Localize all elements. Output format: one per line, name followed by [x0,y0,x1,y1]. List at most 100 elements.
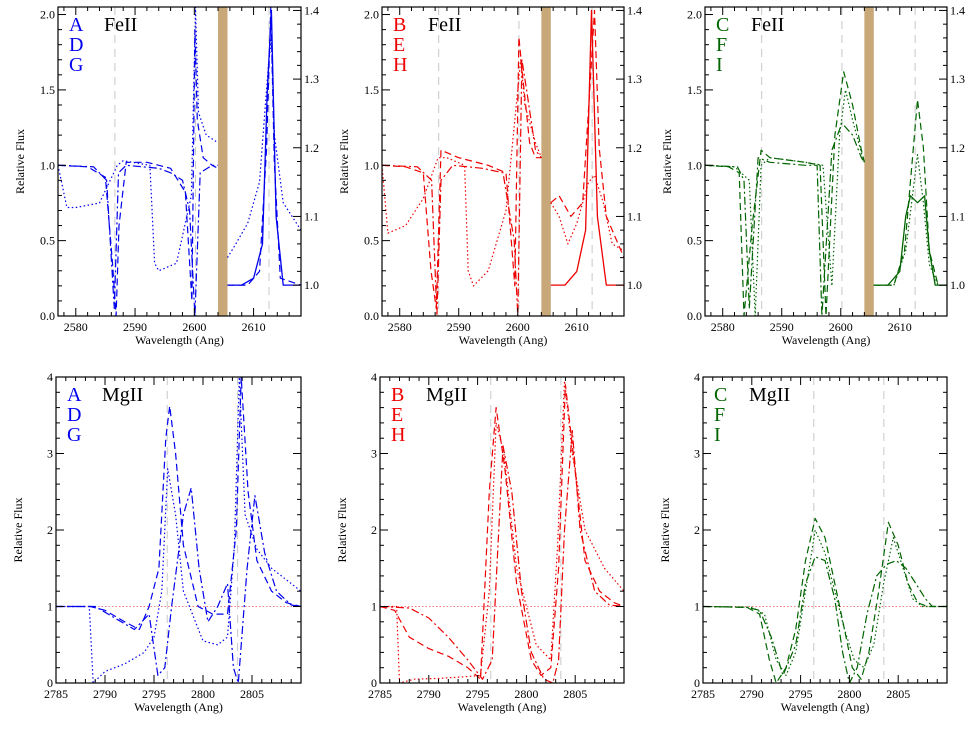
plot-area [56,377,301,683]
x-tick-label: 2610 [565,320,589,334]
right-y-tick-label: 1.4 [950,3,965,17]
panel-4: 2785 2790 2795 2800 2805 0 1 2 3 4 Wavelength (Ang… [11,370,302,714]
right-y-tick-label: 1.2 [950,141,965,155]
x-tick-label: 2800 [191,687,215,701]
y-axis-title: Relative Flux [337,129,351,194]
right-y-tick-label: 1.1 [627,209,642,223]
right-y-tick-label: 1.1 [304,209,319,223]
panel-1: 2580 2590 2600 2610 0.0 0.5 1.0 1.5 2.0 1.0 1.1 1.2… [13,3,319,347]
x-tick-label: 2600 [829,320,853,334]
plot-area [705,7,947,316]
panel-letter: D [67,404,81,426]
panel-letter: I [716,54,723,76]
panel-letter: I [714,424,721,446]
x-axis-title: Wavelength (Ang) [135,333,224,347]
right-y-tick-label: 1.3 [304,72,319,86]
x-axis-title: Wavelength (Ang) [458,700,547,714]
right-y-tick-label: 1.0 [627,278,642,292]
panel-letter: H [391,424,405,446]
x-tick-label: 2785 [368,687,392,701]
y-tick-label: 0.0 [687,309,702,323]
panel-letter: H [393,54,407,76]
x-tick-label: 2790 [93,687,117,701]
series-line-2 [705,89,865,316]
series-line-4 [550,9,624,286]
y-tick-label: 4 [694,370,700,384]
panel-letter: F [714,404,725,426]
y-tick-label: 1.0 [40,158,55,172]
series-line-2 [56,377,301,683]
x-tick-label: 2790 [417,687,441,701]
panel-5: 2785 2790 2795 2800 2805 0 1 2 3 4 Wavelength (Ang… [335,370,625,714]
panel-letter: A [67,384,82,406]
series-line-6 [226,37,301,258]
y-tick-label: 2 [371,523,377,537]
y-axis-title: Relative Flux [658,498,672,563]
series-line-1 [705,71,865,316]
plot-frame [379,376,625,684]
x-tick-label: 2600 [182,320,206,334]
x-tick-label: 2800 [514,687,538,701]
x-tick-label: 2795 [466,687,490,701]
y-tick-label: 2 [47,523,53,537]
x-tick-label: 2805 [563,687,587,701]
panel-letter: G [67,424,81,446]
panel-6: 2785 2790 2795 2800 2805 0 1 2 3 4 Wavelength (Ang… [658,370,948,714]
panel-letter: G [69,54,83,76]
y-tick-label: 2.0 [40,8,55,22]
y-tick-label: 0.0 [40,309,55,323]
x-tick-label: 2795 [142,687,166,701]
y-axis-title: Relative Flux [660,129,674,194]
x-axis-title: Wavelength (Ang) [781,700,870,714]
x-tick-label: 2590 [447,320,471,334]
right-y-tick-label: 1.2 [627,141,642,155]
y-tick-label: 0 [694,676,700,690]
y-tick-label: 0 [371,676,377,690]
series-line-6 [550,174,624,252]
y-tick-label: 0 [47,676,53,690]
y-tick-label: 2.0 [687,8,702,22]
y-tick-label: 3 [371,447,377,461]
panel-2: 2580 2590 2600 2610 0.0 0.5 1.0 1.5 2.0 1.0 1.1 1.2… [337,3,642,347]
x-tick-label: 2590 [123,320,147,334]
y-tick-label: 1.5 [40,83,55,97]
y-tick-label: 4 [47,370,53,384]
series-line-1 [380,384,624,680]
panel-letter: B [393,14,406,36]
x-tick-label: 2805 [240,687,264,701]
series-line-2 [58,7,219,272]
panel-letter: A [69,14,84,36]
series-line-5 [227,7,301,286]
plot-frame [702,376,948,684]
ion-label: MgII [426,384,467,406]
x-axis-title: Wavelength (Ang) [134,700,223,714]
series-line-1 [703,517,947,683]
series-line-3 [380,430,624,683]
right-y-tick-label: 1.1 [950,209,965,223]
series-line-3 [58,164,218,316]
series-line-1 [56,377,301,631]
right-y-tick-label: 1.0 [304,278,319,292]
x-axis-title: Wavelength (Ang) [459,333,548,347]
plot-area [382,7,624,316]
x-tick-label: 2805 [886,687,910,701]
y-axis-title: Relative Flux [11,498,25,563]
x-tick-label: 2580 [388,320,412,334]
series-line-6 [873,154,947,286]
y-tick-label: 0.5 [40,234,55,248]
ion-label: FeII [751,14,784,36]
series-line-2 [380,380,624,683]
masked-band [541,7,551,316]
y-tick-label: 1 [47,600,53,614]
series-line-4 [873,195,947,286]
plot-area [58,7,301,316]
x-tick-label: 2580 [711,320,735,334]
x-tick-label: 2610 [888,320,912,334]
y-tick-label: 1.0 [687,158,702,172]
y-tick-label: 0.5 [364,234,379,248]
panel-letter: E [391,404,403,426]
masked-band [218,7,228,316]
x-tick-label: 2590 [770,320,794,334]
series-line-2 [703,529,947,677]
